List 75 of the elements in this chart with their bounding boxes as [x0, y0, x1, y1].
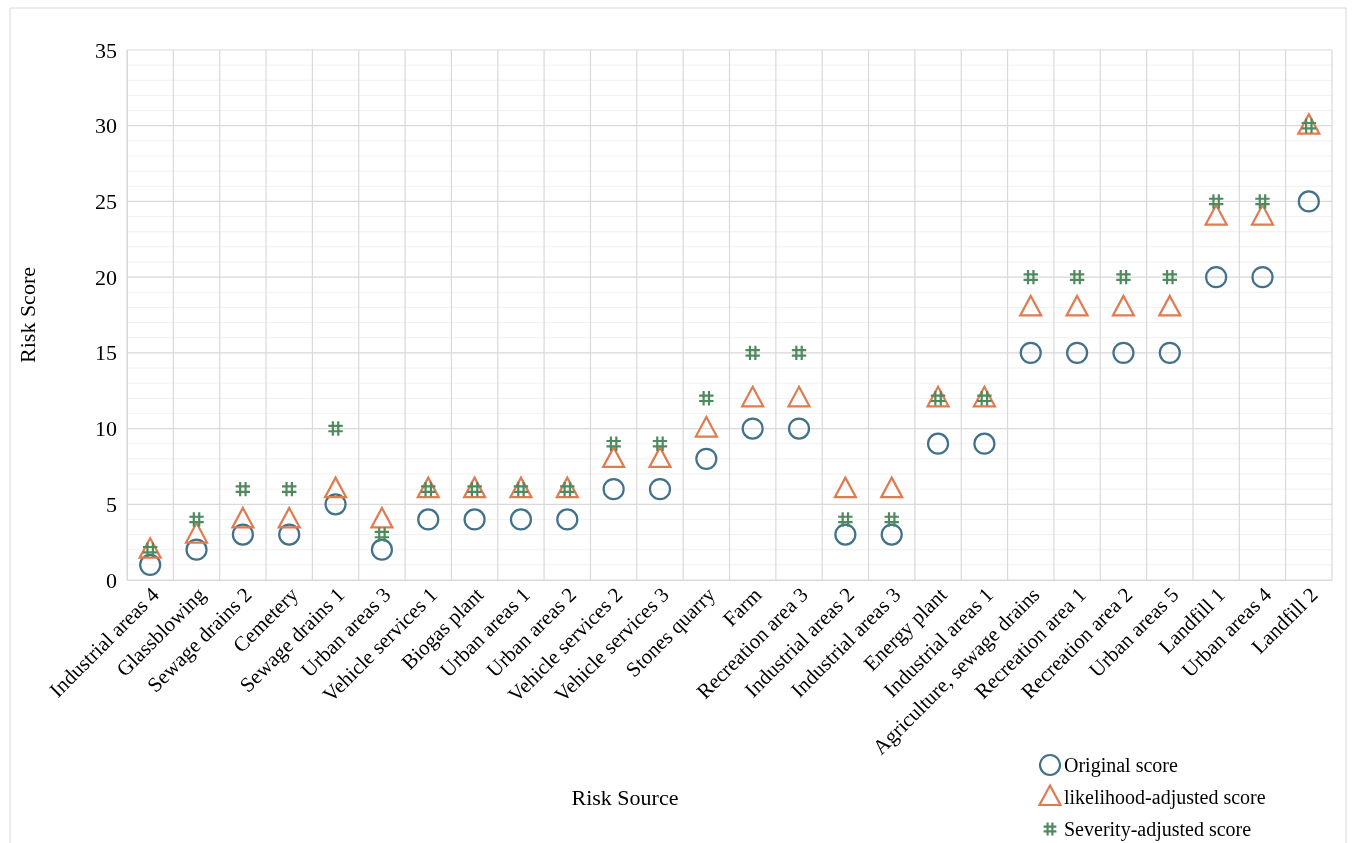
- point: [880, 476, 904, 499]
- point: [648, 478, 672, 501]
- point: [234, 480, 252, 498]
- y-tick-label: 0: [106, 567, 117, 593]
- point: [509, 508, 533, 531]
- y-tick-label: 35: [95, 37, 117, 63]
- point: [323, 476, 348, 499]
- point: [185, 538, 208, 561]
- point: [184, 521, 209, 544]
- point: [787, 417, 811, 440]
- point: [973, 432, 996, 455]
- point: [880, 523, 903, 546]
- point: [1250, 203, 1275, 226]
- point: [741, 385, 765, 408]
- point: [373, 526, 391, 543]
- point: [327, 420, 344, 437]
- legend-label: Original score: [1064, 754, 1178, 777]
- point: [790, 344, 808, 362]
- point: [695, 447, 718, 470]
- legend-label: likelihood-adjusted score: [1064, 786, 1266, 809]
- point: [278, 523, 301, 546]
- y-tick-label: 20: [95, 264, 117, 290]
- point: [370, 506, 394, 529]
- point: [602, 446, 626, 468]
- point: [139, 553, 162, 576]
- point: [744, 344, 761, 362]
- point: [1022, 268, 1040, 286]
- point: [833, 476, 857, 499]
- point: [787, 385, 811, 408]
- point: [883, 511, 901, 528]
- y-tick-label: 5: [106, 491, 117, 517]
- point: [1158, 294, 1182, 317]
- point: [1161, 268, 1179, 286]
- point: [1068, 268, 1086, 286]
- point: [1254, 193, 1271, 210]
- point: [1019, 294, 1043, 317]
- point: [1158, 341, 1181, 364]
- point: [1297, 190, 1320, 213]
- point: [741, 417, 764, 440]
- point: [1207, 193, 1225, 210]
- y-tick-label: 10: [95, 416, 117, 442]
- point: [188, 511, 205, 528]
- point: [463, 508, 486, 531]
- point: [1065, 294, 1089, 317]
- point: [1111, 294, 1136, 317]
- point: [1204, 203, 1228, 226]
- point: [651, 435, 669, 453]
- point: [602, 478, 625, 501]
- point: [231, 506, 255, 529]
- y-tick-label: 25: [95, 188, 117, 214]
- point: [834, 523, 857, 546]
- point: [1205, 266, 1228, 289]
- legend-label: Severity-adjusted score: [1064, 818, 1252, 841]
- point: [1112, 341, 1135, 364]
- point: [417, 508, 440, 531]
- point: [926, 432, 950, 455]
- point: [837, 511, 854, 528]
- point: [370, 538, 393, 561]
- point: [324, 493, 347, 516]
- point: [1115, 268, 1132, 286]
- y-axis-title: Risk Score: [15, 267, 40, 363]
- point: [231, 523, 254, 546]
- point: [1019, 341, 1042, 364]
- point: [1066, 341, 1089, 364]
- point: [280, 480, 298, 498]
- point: [648, 446, 672, 468]
- point: [1251, 266, 1274, 289]
- y-tick-label: 30: [95, 113, 117, 139]
- point: [277, 506, 301, 529]
- x-axis-title: Risk Source: [571, 785, 679, 810]
- point: [694, 415, 718, 438]
- y-tick-label: 15: [95, 340, 117, 366]
- point: [605, 435, 622, 453]
- point: [698, 389, 715, 407]
- point: [556, 508, 579, 531]
